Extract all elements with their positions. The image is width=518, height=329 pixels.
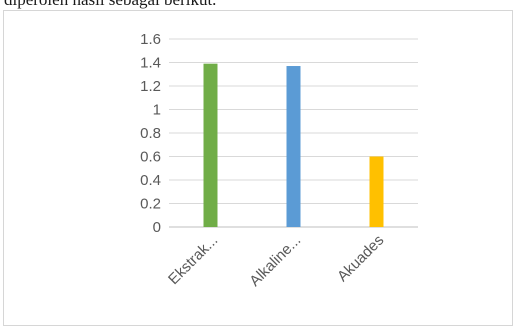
y-tick-label: 1: [153, 102, 161, 119]
chart-frame: 0 0.2 0.4 0.6 0.8 1 1.2 1.4 1.6 Ekstrak... Alkali…: [3, 10, 513, 326]
x-axis-labels: Ekstrak... Alkaline... Akuades: [165, 232, 387, 290]
y-tick-label: 0.8: [140, 125, 161, 142]
y-tick-label: 0.2: [140, 196, 161, 213]
y-tick-label: 1.6: [140, 31, 161, 48]
y-tick-label: 0.6: [140, 149, 161, 166]
bar-1: [203, 63, 218, 227]
x-category-label: Ekstrak...: [165, 232, 221, 288]
bar-chart: 0 0.2 0.4 0.6 0.8 1 1.2 1.4 1.6 Ekstrak... Alkali…: [140, 31, 418, 290]
bar-3: [369, 156, 384, 227]
bar-2: [286, 66, 301, 228]
y-tick-label: 1.4: [140, 55, 161, 72]
document-intro-text: diperoleh hasil sebagai berikut.: [4, 0, 216, 10]
y-tick-label: 0.4: [140, 172, 161, 189]
y-tick-label: 0: [153, 219, 161, 236]
y-axis-ticks: 0 0.2 0.4 0.6 0.8 1 1.2 1.4 1.6: [140, 31, 161, 236]
x-category-label: Akuades: [334, 232, 387, 285]
bars: [203, 63, 384, 228]
x-category-label: Alkaline...: [246, 232, 304, 290]
y-tick-label: 1.2: [140, 78, 161, 95]
